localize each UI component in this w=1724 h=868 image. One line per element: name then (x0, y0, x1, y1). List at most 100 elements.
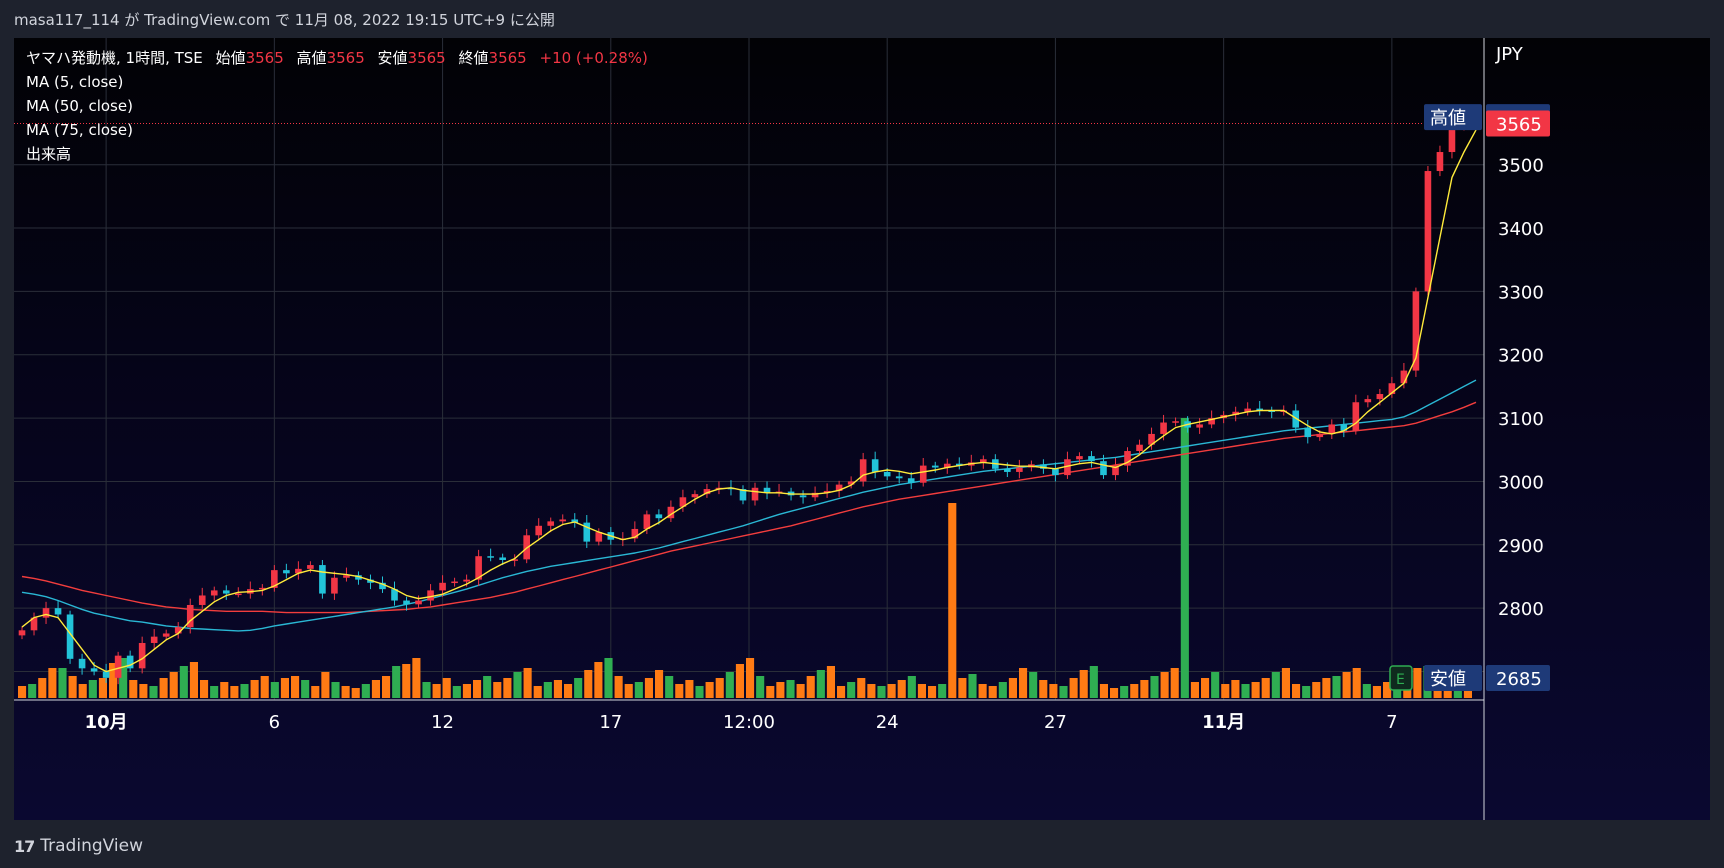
volume-bar (877, 686, 886, 698)
price-tick-label: 3100 (1498, 409, 1544, 430)
candle-body (883, 471, 891, 477)
volume-bar (1130, 684, 1139, 698)
volume-bar (179, 666, 188, 698)
ma75-line (21, 401, 1477, 614)
candle-body (42, 608, 50, 618)
candle-body (1304, 427, 1312, 438)
volume-bar (1079, 670, 1088, 698)
legend: ヤマハ発動機, 1時間, TSE 始値3565 高値3565 安値3565 終値… (26, 46, 648, 166)
legend-volume[interactable]: 出来高 (26, 145, 72, 163)
candle-body (379, 582, 386, 590)
candle-body (439, 582, 446, 591)
candle-body (811, 492, 819, 498)
earnings-icon-label: E (1396, 672, 1405, 688)
candle-body (679, 497, 687, 507)
candle-body (1208, 418, 1215, 425)
candle-body (259, 587, 266, 590)
volume-bar (291, 676, 300, 698)
chart-canvas[interactable]: JPY270028002900300031003200330034003500高… (14, 38, 1710, 820)
volume-bar (685, 680, 694, 698)
candle-body (955, 463, 963, 466)
legend-ma75[interactable]: MA (75, close) (26, 121, 133, 139)
candle-body (415, 600, 422, 605)
candle-body (511, 559, 518, 561)
ma5-line (21, 129, 1477, 673)
candle-body (331, 577, 338, 594)
volume-bar (958, 678, 967, 698)
candle-body (150, 636, 158, 643)
candle-body (391, 589, 398, 601)
candle-body (931, 465, 939, 468)
volume-bar (18, 686, 27, 698)
candle-body (463, 579, 470, 582)
volume-bar (594, 662, 603, 698)
legend-open-value: 3565 (245, 49, 284, 67)
candle-body (980, 459, 987, 463)
site-name[interactable]: TradingView.com (144, 11, 271, 29)
candle-body (1124, 451, 1131, 466)
candle-body (198, 595, 206, 605)
volume-bar (665, 676, 674, 698)
tradingview-brand: TradingView (40, 836, 143, 856)
volume-bar (988, 686, 997, 698)
volume-bar (139, 684, 148, 698)
candle-body (727, 487, 735, 490)
volume-bar (584, 670, 593, 698)
volume-bar (159, 678, 168, 698)
volume-bar (280, 678, 289, 698)
candle-body (1088, 456, 1095, 462)
candle-body (1172, 421, 1179, 423)
volume-bar (776, 682, 785, 698)
volume-bar (1362, 684, 1371, 698)
volume-bar (766, 686, 775, 698)
legend-symbol[interactable]: ヤマハ発動機, 1時間, TSE (26, 49, 203, 67)
legend-ma50[interactable]: MA (50, close) (26, 97, 133, 115)
candle-body (126, 655, 134, 669)
candle-body (919, 465, 927, 483)
candle-body (1244, 408, 1251, 412)
price-tick-label: 3400 (1498, 219, 1544, 240)
volume-bar (816, 670, 825, 698)
volume-bar (796, 684, 805, 698)
price-tick-label: 2800 (1498, 599, 1544, 620)
last-price-box (1486, 110, 1550, 137)
volume-bar (543, 682, 552, 698)
volume-bar (1302, 686, 1311, 698)
volume-bar (260, 676, 269, 698)
volume-bar (614, 676, 623, 698)
candle-body (90, 668, 98, 672)
low-tag-label: 安値 (1430, 669, 1466, 690)
volume-bar (1039, 680, 1048, 698)
candle-body (823, 490, 831, 493)
time-tick-label: 11月 (1202, 712, 1245, 733)
volume-bar (432, 684, 441, 698)
volume-bar (1190, 682, 1199, 698)
volume-bar (38, 678, 47, 698)
candle-body (319, 565, 326, 594)
candle-body (907, 478, 915, 483)
volume-bar (978, 684, 987, 698)
price-tick-label: 2900 (1498, 536, 1544, 557)
legend-high-value: 3565 (326, 49, 365, 67)
legend-ma5[interactable]: MA (5, close) (26, 73, 124, 91)
candle-body (403, 600, 410, 605)
volume-bar (624, 684, 633, 698)
volume-bar (1372, 686, 1381, 698)
volume-bar (1352, 668, 1361, 698)
volume-bar (412, 658, 421, 698)
candle-body (799, 495, 807, 498)
volume-bar (240, 684, 249, 698)
tradingview-logo[interactable]: 17 TradingView (14, 836, 143, 856)
candle-body (547, 521, 555, 526)
volume-bar (806, 676, 815, 698)
volume-bar (311, 686, 320, 698)
publisher-name[interactable]: masa117_114 (14, 11, 120, 29)
volume-bar (655, 670, 664, 698)
volume-bar (1231, 680, 1240, 698)
volume-bar (725, 672, 734, 698)
volume-bar (1008, 678, 1017, 698)
candle-body (1268, 410, 1276, 412)
chart-area[interactable]: JPY270028002900300031003200330034003500高… (14, 38, 1710, 820)
volume-bar (341, 686, 350, 698)
candle-body (222, 590, 230, 594)
